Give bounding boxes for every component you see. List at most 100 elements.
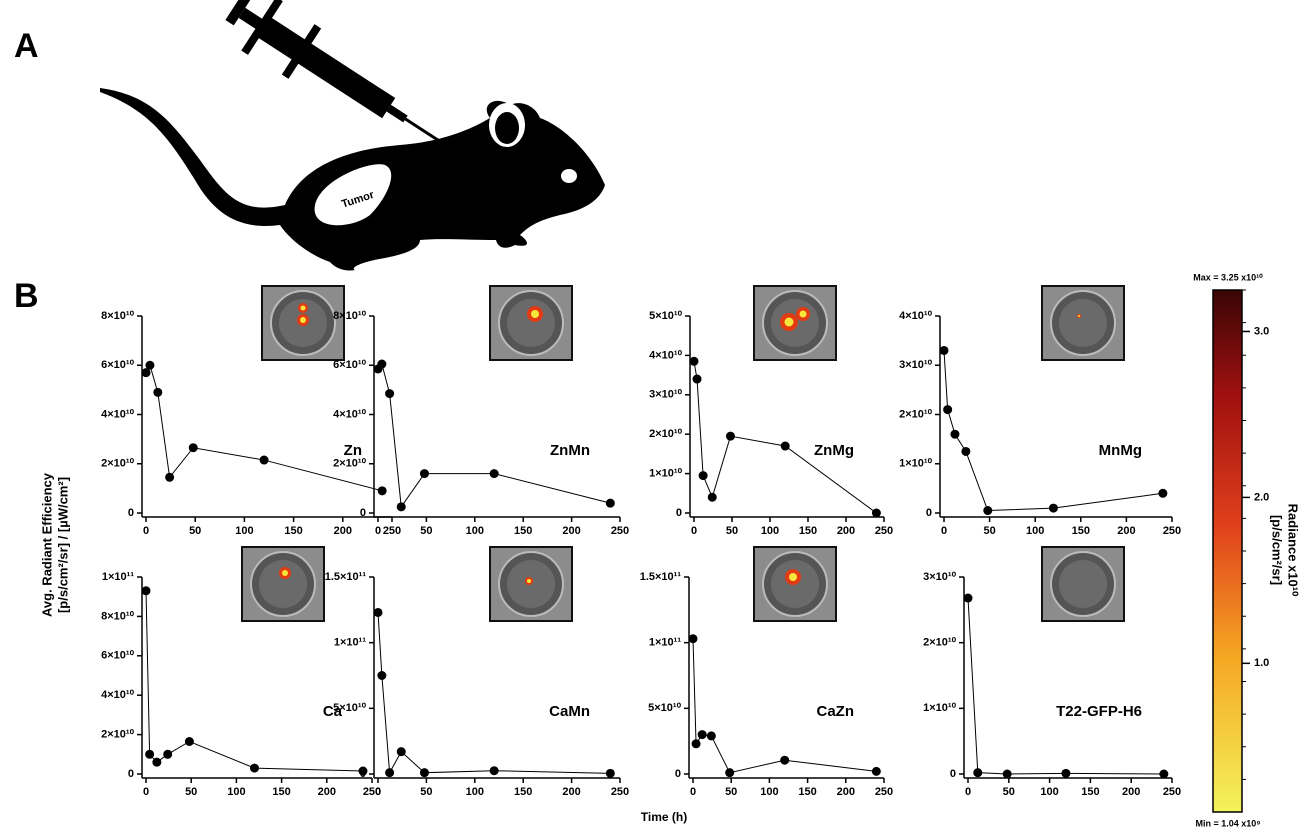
data-point [689, 634, 698, 643]
data-point [189, 443, 198, 452]
x-tick-label: 150 [798, 786, 816, 798]
x-tick-label: 250 [1163, 786, 1181, 798]
data-point [872, 767, 881, 776]
data-point [185, 737, 194, 746]
x-tick-label: 50 [983, 525, 995, 537]
chart-title: CaMn [549, 703, 590, 720]
chart-title: Zn [344, 442, 362, 459]
colorbar-tick-label: 3.0 [1254, 325, 1269, 337]
data-point [692, 739, 701, 748]
y-tick-label: 0 [950, 768, 956, 780]
colorbar-tick-label: 1.0 [1254, 657, 1269, 669]
x-tick-label: 150 [284, 525, 302, 537]
x-tick-label: 150 [514, 525, 532, 537]
x-tick-label: 100 [466, 525, 484, 537]
y-axis-title: [p/s/cm²/sr] / [µW/cm²] [55, 477, 70, 613]
chart-title: CaZn [817, 703, 855, 720]
x-tick-label: 250 [875, 786, 893, 798]
x-tick-label: 250 [875, 525, 893, 537]
x-tick-label: 250 [1163, 525, 1181, 537]
data-point [690, 357, 699, 366]
y-tick-label: 2×10¹⁰ [333, 458, 366, 470]
y-tick-label: 6×10¹⁰ [101, 359, 134, 371]
inset-dish [1059, 560, 1107, 608]
x-tick-label: 100 [227, 786, 245, 798]
data-point [165, 473, 174, 482]
x-tick-label: 50 [1003, 786, 1015, 798]
inset-dish [1059, 299, 1107, 347]
data-point [964, 594, 973, 603]
data-line [146, 365, 382, 491]
data-point [1003, 770, 1012, 779]
y-tick-label: 4×10¹⁰ [649, 349, 682, 361]
chart-title: MnMg [1099, 442, 1142, 459]
mouse-illustration: Tumor [100, 0, 605, 271]
data-point [145, 361, 154, 370]
x-tick-label: 100 [1040, 786, 1058, 798]
y-tick-label: 3×10¹⁰ [923, 571, 956, 583]
colorbar [1213, 290, 1242, 812]
y-tick-label: 0 [675, 768, 681, 780]
data-point [385, 768, 394, 777]
x-axis-title: Time (h) [641, 810, 687, 824]
y-tick-label: 3×10¹⁰ [899, 359, 932, 371]
y-tick-label: 8×10¹⁰ [333, 310, 366, 322]
x-tick-label: 150 [1072, 525, 1090, 537]
x-tick-label: 0 [375, 786, 381, 798]
data-point [1158, 489, 1167, 498]
y-tick-label: 2×10¹⁰ [899, 408, 932, 420]
data-point [973, 768, 982, 777]
x-tick-label: 0 [143, 525, 149, 537]
data-line [968, 598, 1164, 774]
data-point [950, 430, 959, 439]
data-point [142, 586, 151, 595]
x-tick-label: 50 [189, 525, 201, 537]
data-point [693, 375, 702, 384]
panel-label: A [14, 27, 39, 65]
inset-signal [800, 311, 807, 318]
colorbar-min: Min = 1.04 x10⁹ [1195, 818, 1260, 828]
y-tick-label: 1×10¹⁰ [923, 702, 956, 714]
x-tick-label: 0 [941, 525, 947, 537]
data-point [385, 389, 394, 398]
y-tick-label: 5×10¹⁰ [333, 702, 366, 714]
y-tick-label: 8×10¹⁰ [101, 610, 134, 622]
y-tick-label: 1×10¹⁰ [649, 468, 682, 480]
data-point [377, 360, 386, 369]
inset-signal [527, 579, 531, 583]
data-point [872, 509, 881, 518]
data-point [1061, 769, 1070, 778]
data-point [1159, 770, 1168, 779]
y-tick-label: 0 [360, 507, 366, 519]
x-tick-label: 200 [318, 786, 336, 798]
data-line [378, 612, 610, 773]
x-tick-label: 0 [691, 525, 697, 537]
data-point [250, 764, 259, 773]
data-point [378, 486, 387, 495]
data-point [145, 750, 154, 759]
y-tick-label: 5×10¹⁰ [649, 310, 682, 322]
figure: A B Tumor Avg. Radiant Efficiency [p/s/c… [0, 0, 1314, 830]
data-point [961, 447, 970, 456]
data-point [374, 608, 383, 617]
data-point [260, 456, 269, 465]
x-tick-label: 50 [420, 525, 432, 537]
colorbar-title: Radiance x10¹⁰ [1286, 504, 1301, 597]
x-tick-label: 200 [837, 525, 855, 537]
x-tick-label: 200 [562, 786, 580, 798]
data-line [694, 361, 876, 513]
inset-signal [300, 317, 306, 323]
x-tick-label: 150 [799, 525, 817, 537]
data-point [1049, 504, 1058, 513]
data-line [944, 350, 1163, 510]
data-point [725, 768, 734, 777]
data-point [726, 432, 735, 441]
data-point [606, 499, 615, 508]
y-tick-label: 8×10¹⁰ [101, 310, 134, 322]
y-tick-label: 6×10¹⁰ [333, 359, 366, 371]
y-tick-label: 4×10¹⁰ [101, 408, 134, 420]
data-point [377, 671, 386, 680]
x-tick-label: 200 [1122, 786, 1140, 798]
y-tick-label: 4×10¹⁰ [333, 408, 366, 420]
data-point [152, 758, 161, 767]
